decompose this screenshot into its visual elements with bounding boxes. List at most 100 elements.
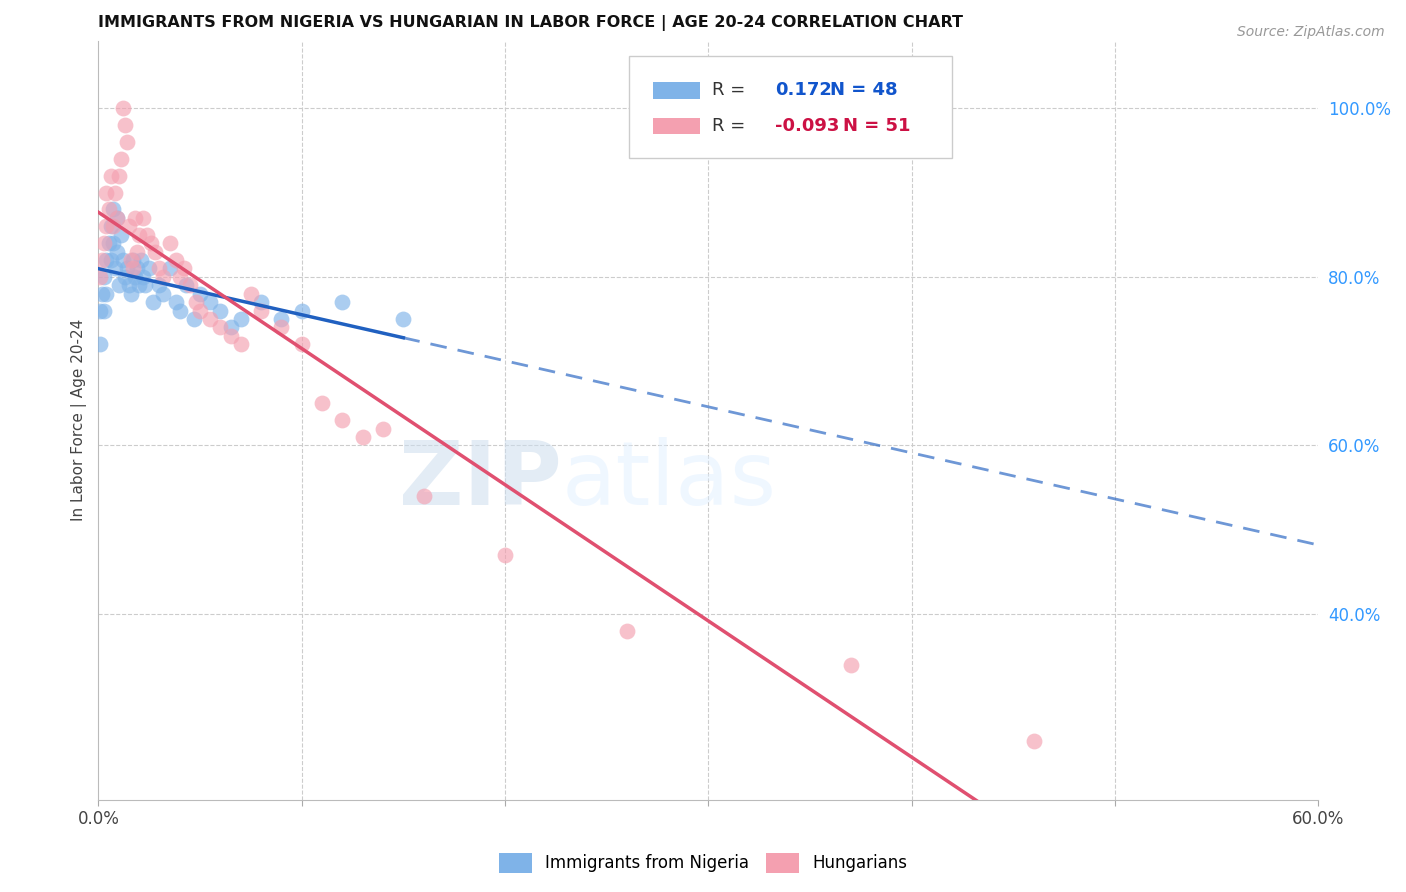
Point <box>105 244 128 259</box>
Point <box>118 278 141 293</box>
Point <box>122 261 145 276</box>
Point <box>169 269 191 284</box>
Point <box>91 253 114 268</box>
Point <box>101 219 124 234</box>
Point <box>616 624 638 638</box>
Point <box>96 219 118 234</box>
Point <box>111 253 134 268</box>
Point <box>128 227 150 242</box>
Point <box>120 253 142 268</box>
Legend: Immigrants from Nigeria, Hungarians: Immigrants from Nigeria, Hungarians <box>492 847 914 880</box>
Point <box>270 312 292 326</box>
Point <box>104 261 127 276</box>
Point <box>179 278 201 293</box>
Point <box>174 278 197 293</box>
Text: Source: ZipAtlas.com: Source: ZipAtlas.com <box>1237 25 1385 39</box>
Point <box>152 286 174 301</box>
Point <box>110 152 132 166</box>
Point <box>100 253 122 268</box>
Point <box>291 303 314 318</box>
Point <box>89 303 111 318</box>
Text: R =: R = <box>711 117 745 135</box>
Point <box>122 253 145 268</box>
Point <box>209 303 232 318</box>
Point <box>132 269 155 284</box>
Point <box>159 261 181 276</box>
Point <box>184 295 207 310</box>
Point <box>169 303 191 318</box>
Point <box>124 211 146 225</box>
Text: ZIP: ZIP <box>399 437 562 524</box>
Point <box>330 413 353 427</box>
Point <box>132 211 155 225</box>
Point <box>152 269 174 284</box>
Point <box>134 278 156 293</box>
Point <box>250 295 273 310</box>
Point <box>291 337 314 351</box>
Point <box>93 303 115 318</box>
Text: N = 51: N = 51 <box>842 117 910 135</box>
Point <box>128 278 150 293</box>
Point <box>115 135 138 149</box>
Point <box>165 295 187 310</box>
Point <box>219 329 242 343</box>
Point <box>114 118 136 132</box>
Point <box>96 186 118 200</box>
Point <box>136 227 159 242</box>
Point <box>125 261 148 276</box>
Point <box>148 261 170 276</box>
Point <box>148 278 170 293</box>
Point <box>311 396 333 410</box>
Point <box>138 261 160 276</box>
Bar <box>654 118 700 134</box>
Point <box>111 101 134 115</box>
Point <box>1022 733 1045 747</box>
Point <box>105 211 128 225</box>
Point <box>352 430 374 444</box>
Point <box>141 236 163 251</box>
Point <box>115 261 138 276</box>
Point <box>229 337 252 351</box>
Point <box>198 312 221 326</box>
Point <box>229 312 252 326</box>
Text: IMMIGRANTS FROM NIGERIA VS HUNGARIAN IN LABOR FORCE | AGE 20-24 CORRELATION CHAR: IMMIGRANTS FROM NIGERIA VS HUNGARIAN IN … <box>98 15 963 31</box>
Point <box>101 236 124 251</box>
Point <box>494 548 516 562</box>
Point <box>89 337 111 351</box>
Point <box>371 422 394 436</box>
Point <box>392 312 415 326</box>
Point <box>93 236 115 251</box>
Point <box>91 286 114 301</box>
Point <box>129 253 152 268</box>
Point <box>209 320 232 334</box>
Point <box>97 202 120 217</box>
Point <box>188 286 211 301</box>
Text: atlas: atlas <box>562 437 778 524</box>
Point <box>118 219 141 234</box>
Point <box>107 278 129 293</box>
Point <box>412 489 434 503</box>
Point <box>219 320 242 334</box>
Point <box>165 253 187 268</box>
Point <box>250 303 273 318</box>
Point <box>159 236 181 251</box>
Point <box>125 244 148 259</box>
Point <box>114 269 136 284</box>
Point <box>97 236 120 251</box>
Text: -0.093: -0.093 <box>776 117 839 135</box>
Point <box>100 169 122 183</box>
Point <box>183 312 205 326</box>
Text: R =: R = <box>711 81 745 99</box>
Point <box>89 269 111 284</box>
Point <box>173 261 195 276</box>
Text: 0.172: 0.172 <box>776 81 832 99</box>
Y-axis label: In Labor Force | Age 20-24: In Labor Force | Age 20-24 <box>72 319 87 521</box>
Point <box>839 657 862 672</box>
Point <box>104 186 127 200</box>
Point <box>143 244 166 259</box>
Point <box>105 211 128 225</box>
Point <box>239 286 262 301</box>
Point <box>198 295 221 310</box>
Point <box>120 286 142 301</box>
Point <box>270 320 292 334</box>
